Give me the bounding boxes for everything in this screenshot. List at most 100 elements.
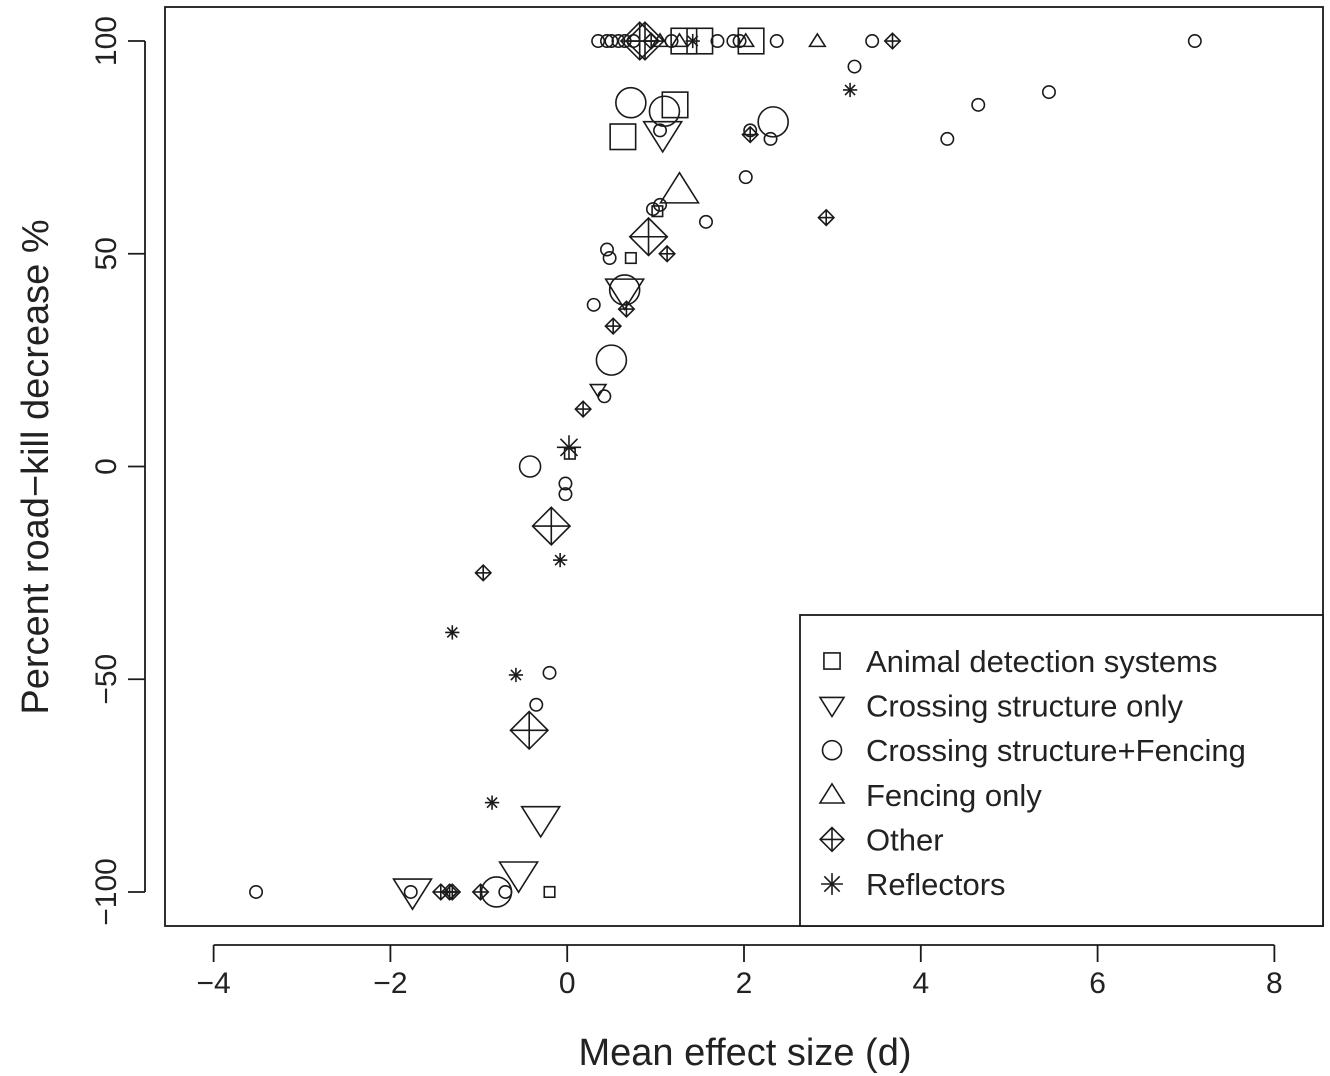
legend-marker xyxy=(818,826,846,853)
marker-circle xyxy=(403,884,418,899)
data-point xyxy=(574,400,592,418)
legend-marker xyxy=(823,652,841,670)
data-point xyxy=(471,883,490,901)
legend-label: Animal detection systems xyxy=(866,644,1217,679)
data-point xyxy=(509,710,550,751)
data-point xyxy=(558,476,573,491)
data-point xyxy=(808,32,827,48)
data-point xyxy=(698,214,713,229)
marker-triangle-up xyxy=(818,782,846,804)
data-point xyxy=(661,91,689,119)
marker-asterisk-stroke xyxy=(486,797,498,809)
data-point xyxy=(498,861,540,894)
marker-triangle-up xyxy=(659,171,700,204)
marker-circle xyxy=(599,34,614,49)
data-point xyxy=(738,170,753,185)
data-point xyxy=(971,97,986,112)
y-tick-label: 0 xyxy=(90,458,123,475)
marker-asterisk-stroke xyxy=(559,438,579,457)
marker-square xyxy=(609,123,637,151)
data-point xyxy=(543,885,556,899)
marker-square xyxy=(543,885,556,899)
legend-frame xyxy=(799,614,1324,927)
data-point xyxy=(763,131,778,146)
data-point xyxy=(443,883,462,901)
data-point xyxy=(518,455,542,478)
data-point xyxy=(403,884,418,899)
marker-circle xyxy=(615,86,647,119)
data-point xyxy=(685,33,700,49)
marker-circle xyxy=(586,297,601,312)
data-point xyxy=(556,435,582,460)
points-layer xyxy=(249,21,1202,911)
data-point xyxy=(445,625,460,640)
marker-circle xyxy=(595,344,628,376)
data-point xyxy=(597,389,612,404)
x-tick-label: 6 xyxy=(1089,967,1106,1000)
marker-circle xyxy=(599,242,614,257)
marker-circle xyxy=(821,739,843,761)
data-point xyxy=(736,32,756,48)
data-point xyxy=(710,34,725,49)
data-point xyxy=(520,805,562,839)
data-point xyxy=(508,667,524,683)
data-point xyxy=(628,216,669,257)
legend-label: Other xyxy=(866,822,944,857)
marker-circle xyxy=(710,34,725,49)
legend-label: Crossing structure+Fencing xyxy=(866,733,1246,768)
marker-triangle-up xyxy=(736,32,756,48)
marker-triangle-up xyxy=(670,32,689,48)
marker-circle xyxy=(518,455,542,478)
series-asterisk xyxy=(445,33,858,810)
marker-circle xyxy=(602,251,617,266)
marker-triangle-down xyxy=(392,878,433,911)
data-point xyxy=(817,208,836,227)
data-point xyxy=(670,32,689,48)
marker-circle xyxy=(1041,85,1056,100)
data-point xyxy=(392,878,433,911)
marker-triangle-down xyxy=(520,805,562,839)
data-point xyxy=(599,242,614,257)
marker-circle xyxy=(558,487,573,502)
marker-triangle-up xyxy=(808,32,827,48)
marker-asterisk-stroke xyxy=(844,84,856,96)
data-point xyxy=(553,552,568,568)
data-point xyxy=(1041,85,1056,100)
y-axis-title: Percent road−kill decrease % xyxy=(15,219,57,714)
data-point xyxy=(645,202,660,217)
marker-asterisk-stroke xyxy=(554,554,566,566)
data-point xyxy=(249,884,264,899)
data-point xyxy=(726,34,741,49)
marker-circle xyxy=(249,884,264,899)
data-point xyxy=(624,251,637,265)
data-point xyxy=(865,34,880,49)
marker-circle xyxy=(738,170,753,185)
marker-asterisk-stroke xyxy=(687,35,699,47)
marker-square xyxy=(737,27,765,55)
data-point xyxy=(604,317,623,335)
y-tick-label: 50 xyxy=(90,237,123,270)
data-point xyxy=(595,344,628,376)
marker-square xyxy=(624,251,637,265)
data-point xyxy=(604,278,646,311)
marker-circle xyxy=(608,274,641,306)
data-point xyxy=(604,34,619,49)
marker-circle xyxy=(732,34,747,49)
y-tick-label: 100 xyxy=(90,16,123,66)
axes-layer: −4 −2 0 2 4 6 8 −100 −50 0 50 100 xyxy=(90,6,1324,1000)
data-point xyxy=(542,665,557,680)
marker-circle xyxy=(653,123,668,138)
data-point xyxy=(529,697,544,712)
marker-square xyxy=(661,91,689,119)
x-axis-title: Mean effect size (d) xyxy=(578,1032,911,1074)
data-point xyxy=(642,120,684,154)
data-point xyxy=(741,125,760,144)
marker-circle xyxy=(597,389,612,404)
data-point xyxy=(498,884,513,899)
data-point xyxy=(484,795,500,810)
x-tick-label: 2 xyxy=(736,967,753,1000)
data-point xyxy=(1187,34,1202,49)
data-point xyxy=(602,251,617,266)
